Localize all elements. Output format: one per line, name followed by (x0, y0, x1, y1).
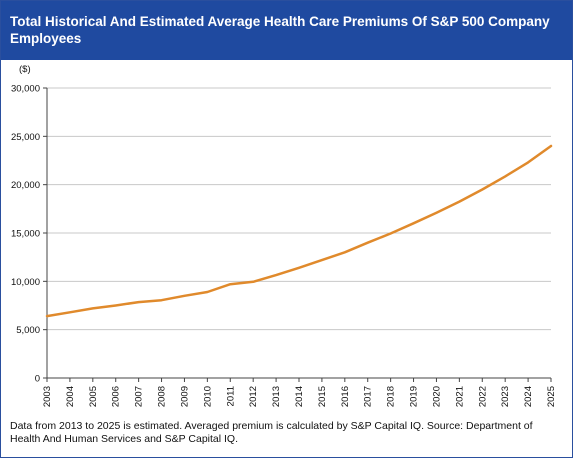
x-tick-label: 2005 (88, 386, 99, 407)
x-tick-label: 2022 (477, 386, 488, 407)
y-axis-ticks: 0 5,000 10,000 15,000 20,000 25,000 30,000 (11, 84, 47, 385)
x-tick-label: 2015 (317, 386, 328, 407)
x-tick-label: 2006 (111, 386, 122, 407)
series-line (45, 144, 553, 318)
x-tick-label: 2012 (248, 386, 259, 407)
y-tick-label: 25,000 (11, 132, 40, 143)
x-tick-label: 2007 (134, 386, 145, 407)
x-tick-label: 2004 (65, 386, 76, 407)
footnote: Data from 2013 to 2025 is estimated. Ave… (10, 420, 533, 445)
x-tick-label: 2019 (409, 386, 420, 407)
gridlines (47, 87, 551, 331)
y-axis-label: ($) (19, 64, 31, 75)
title-bar: Total Historical And Estimated Average H… (1, 1, 572, 60)
x-tick-label: 2010 (202, 386, 213, 407)
x-tick-label: 2024 (523, 386, 534, 407)
x-axis-ticks: 2003 2004 2005 2006 2007 2008 2009 2010 2011 2012… (42, 378, 557, 407)
x-tick-label: 2013 (271, 386, 282, 407)
chart-title: Total Historical And Estimated Average H… (10, 14, 550, 46)
x-tick-label: 2021 (454, 386, 465, 407)
x-tick-label: 2025 (546, 386, 557, 407)
y-tick-label: 10,000 (11, 277, 40, 288)
x-tick-label: 2008 (157, 386, 168, 407)
x-tick-label: 2014 (294, 386, 305, 407)
x-tick-label: 2023 (500, 386, 511, 407)
x-tick-label: 2009 (179, 386, 190, 407)
x-tick-label: 2011 (225, 386, 236, 406)
y-tick-label: 30,000 (11, 84, 40, 95)
x-tick-label: 2017 (363, 386, 374, 407)
y-tick-label: 15,000 (11, 229, 40, 240)
x-tick-label: 2016 (340, 386, 351, 407)
y-tick-label: 20,000 (11, 180, 40, 191)
y-tick-label: 5,000 (16, 325, 40, 336)
y-tick-label: 0 (35, 374, 40, 385)
x-tick-label: 2018 (386, 386, 397, 407)
x-tick-label: 2003 (42, 386, 53, 407)
series-group (45, 144, 553, 318)
x-tick-label: 2020 (431, 386, 442, 407)
